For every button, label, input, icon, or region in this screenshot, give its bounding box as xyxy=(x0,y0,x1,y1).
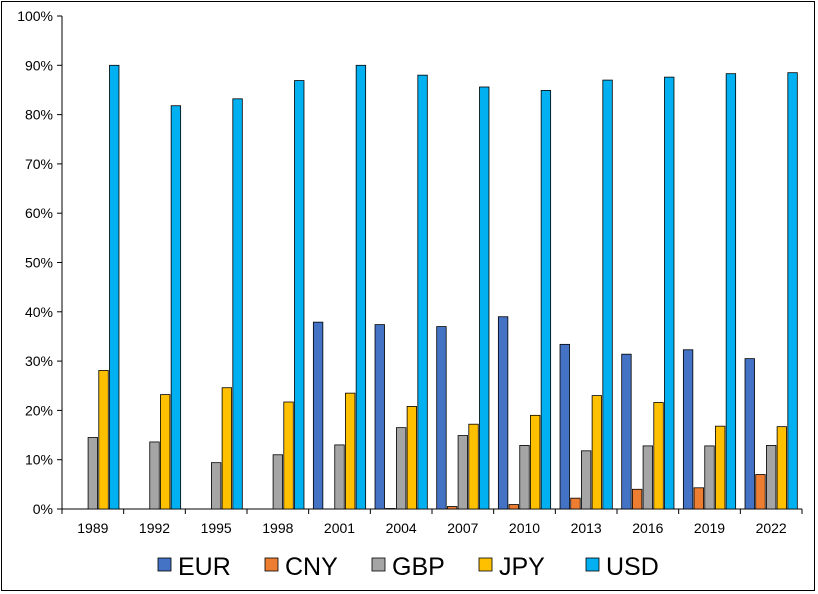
bar-jpy-2004 xyxy=(406,406,418,510)
bar-gbp-2010 xyxy=(519,445,530,510)
bar-cny-2013 xyxy=(570,497,581,510)
legend-swatch-eur xyxy=(157,557,172,572)
y-tick-label: 30% xyxy=(25,353,53,369)
y-tick-label: 50% xyxy=(25,255,53,271)
x-tick-label: 2001 xyxy=(324,520,355,536)
bar-jpy-2010 xyxy=(530,414,541,510)
bar-jpy-2013 xyxy=(591,395,603,510)
bar-gbp-2004 xyxy=(396,427,407,510)
bar-gbp-2019 xyxy=(704,445,715,510)
bar-usd-2001 xyxy=(355,64,367,510)
legend-swatch-cny xyxy=(264,557,279,572)
bar-usd-2022 xyxy=(787,72,798,510)
x-tick-label: 2016 xyxy=(632,520,663,536)
bar-cny-2022 xyxy=(755,474,766,510)
bar-jpy-2016 xyxy=(653,402,664,510)
x-tick-label: 1995 xyxy=(201,520,232,536)
bar-eur-2001 xyxy=(312,321,324,510)
legend-label-gbp: GBP xyxy=(392,553,445,581)
bar-eur-2007 xyxy=(436,326,447,510)
bar-gbp-2013 xyxy=(581,450,592,510)
bar-usd-2016 xyxy=(664,76,675,510)
bar-eur-2019 xyxy=(682,349,694,510)
bar-jpy-1995 xyxy=(221,387,233,510)
legend-swatch-usd xyxy=(585,557,600,572)
x-tick-label: 2022 xyxy=(756,520,787,536)
bar-gbp-2001 xyxy=(334,444,345,510)
x-tick-label: 2013 xyxy=(571,520,602,536)
bar-usd-2004 xyxy=(417,74,428,510)
bar-jpy-1998 xyxy=(283,401,294,510)
bar-cny-2016 xyxy=(631,488,643,510)
y-tick-label: 10% xyxy=(25,452,53,468)
y-tick-label: 0% xyxy=(33,501,53,517)
x-tick-label: 2010 xyxy=(509,520,540,536)
bar-usd-1992 xyxy=(170,105,182,510)
bar-usd-2013 xyxy=(602,79,613,510)
bar-jpy-1992 xyxy=(160,394,171,510)
bar-usd-1995 xyxy=(232,98,243,510)
y-tick-label: 90% xyxy=(25,57,53,73)
bar-jpy-2001 xyxy=(345,392,356,510)
y-tick-label: 80% xyxy=(25,107,53,123)
legend-label-cny: CNY xyxy=(285,553,338,581)
x-tick-label: 2019 xyxy=(694,520,725,536)
y-tick-label: 100% xyxy=(17,8,53,24)
y-tick-label: 40% xyxy=(25,304,53,320)
bar-gbp-1995 xyxy=(211,462,222,510)
x-tick-label: 1998 xyxy=(262,520,293,536)
bar-jpy-2022 xyxy=(776,426,788,510)
x-tick-label: 2004 xyxy=(386,520,417,536)
bar-gbp-2022 xyxy=(766,445,777,510)
bar-gbp-2016 xyxy=(642,445,653,510)
y-tick-label: 70% xyxy=(25,156,53,172)
legend-swatch-jpy xyxy=(478,557,493,572)
bar-eur-2004 xyxy=(374,324,385,510)
legend-label-jpy: JPY xyxy=(499,553,545,581)
bar-gbp-1998 xyxy=(272,454,283,510)
bar-gbp-1989 xyxy=(87,437,98,510)
bar-usd-1998 xyxy=(294,80,305,510)
legend: EUR CNY GBP JPY USD xyxy=(157,553,659,581)
bar-cny-2019 xyxy=(693,487,704,510)
bar-usd-2019 xyxy=(725,73,737,510)
legend-label-usd: USD xyxy=(606,553,659,581)
bar-eur-2013 xyxy=(559,343,570,510)
bar-eur-2010 xyxy=(497,316,509,510)
bar-eur-2016 xyxy=(621,353,632,510)
bar-eur-2022 xyxy=(744,358,755,510)
bar-cny-2010 xyxy=(508,504,519,510)
x-axis: 1989 1992 1995 1998 2001 2004 2007 2010 2013 2016… xyxy=(61,508,803,536)
bar-gbp-1992 xyxy=(149,441,160,510)
x-tick-label: 1992 xyxy=(139,520,170,536)
bar-gbp-2007 xyxy=(457,435,468,510)
bars xyxy=(87,64,798,510)
bar-jpy-2007 xyxy=(468,423,479,510)
y-tick-label: 20% xyxy=(25,402,53,418)
bar-usd-2007 xyxy=(479,86,490,510)
bar-usd-1989 xyxy=(109,64,120,510)
bar-usd-2010 xyxy=(540,90,552,510)
bar-jpy-1989 xyxy=(98,370,109,510)
bar-jpy-2019 xyxy=(715,425,726,510)
x-tick-label: 2007 xyxy=(447,520,478,536)
x-tick-label: 1989 xyxy=(77,520,108,536)
bar-cny-2007 xyxy=(446,506,458,510)
legend-label-eur: EUR xyxy=(178,553,231,581)
y-tick-label: 60% xyxy=(25,205,53,221)
y-axis: 0% 10% 20% 30% 40% 50% 60% 70% 80% 90% 100% xyxy=(17,8,63,517)
legend-swatch-gbp xyxy=(371,557,386,572)
